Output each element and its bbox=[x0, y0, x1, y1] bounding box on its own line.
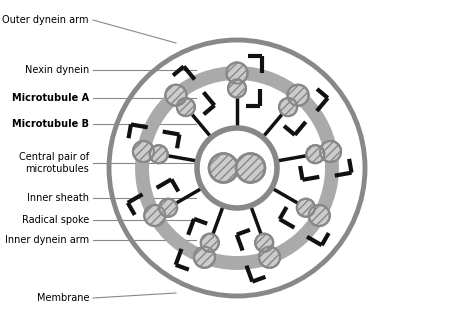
Circle shape bbox=[309, 205, 330, 226]
Text: Central pair of
microtubules: Central pair of microtubules bbox=[19, 152, 89, 174]
Circle shape bbox=[201, 234, 219, 252]
Text: Microtubule A: Microtubule A bbox=[12, 93, 89, 103]
Circle shape bbox=[236, 154, 265, 182]
Circle shape bbox=[144, 205, 165, 226]
Text: Inner sheath: Inner sheath bbox=[27, 193, 89, 203]
Circle shape bbox=[209, 154, 238, 182]
Circle shape bbox=[259, 247, 280, 268]
Text: Radical spoke: Radical spoke bbox=[22, 215, 89, 225]
Circle shape bbox=[165, 85, 186, 106]
Text: Outer dynein arm: Outer dynein arm bbox=[2, 15, 89, 25]
Text: Inner dynein arm: Inner dynein arm bbox=[5, 235, 89, 245]
Circle shape bbox=[133, 141, 154, 162]
Circle shape bbox=[228, 80, 246, 97]
Circle shape bbox=[297, 199, 315, 217]
Circle shape bbox=[177, 98, 195, 116]
Circle shape bbox=[279, 98, 297, 116]
Circle shape bbox=[194, 247, 215, 268]
Circle shape bbox=[320, 141, 341, 162]
Circle shape bbox=[288, 85, 309, 106]
Text: Nexin dynein: Nexin dynein bbox=[25, 65, 89, 75]
Circle shape bbox=[159, 199, 177, 217]
Text: Membrane: Membrane bbox=[36, 293, 89, 303]
Circle shape bbox=[306, 145, 324, 163]
Circle shape bbox=[255, 234, 273, 252]
Circle shape bbox=[150, 145, 168, 163]
Circle shape bbox=[197, 128, 277, 208]
Text: Microtubule B: Microtubule B bbox=[12, 119, 89, 129]
Circle shape bbox=[227, 62, 247, 84]
